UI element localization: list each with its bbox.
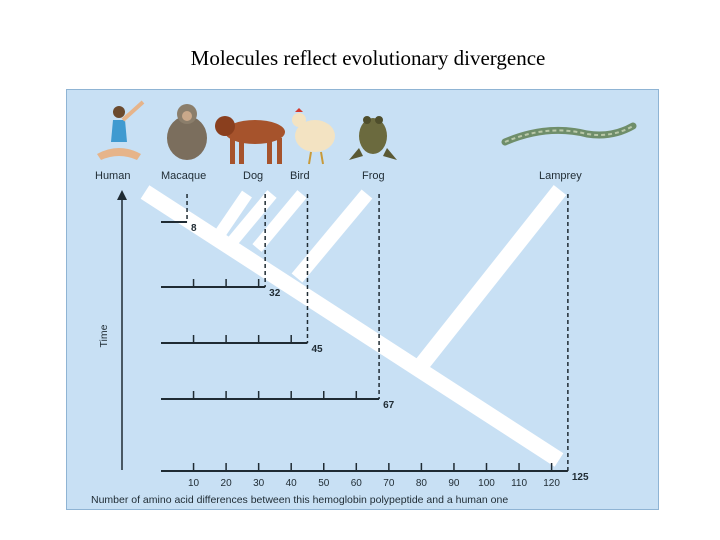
tree-trunk <box>140 185 564 467</box>
macaque-icon <box>167 104 207 160</box>
x-tick-label: 120 <box>543 478 560 489</box>
branch-lamprey <box>412 185 567 373</box>
x-tick-label: 90 <box>448 478 460 489</box>
x-tick-label: 40 <box>286 478 298 489</box>
x-tick-label: 110 <box>511 478 527 489</box>
slide-title: Molecules reflect evolutionary divergenc… <box>190 46 546 70</box>
x-tick-label: 80 <box>416 478 428 489</box>
phylogeny-figure: Time 8 32 45 67 125 10 20 30 40 50 60 70 80 90 100 110 1… <box>66 89 659 510</box>
species-label-macaque: Macaque <box>161 170 206 182</box>
x-tick-label: 20 <box>221 478 233 489</box>
branch-macaque <box>212 190 252 242</box>
x-tick-label: 100 <box>478 478 495 489</box>
difference-scales: 8 32 45 67 125 10 20 30 40 50 60 70 80 90 100 110 120 <box>161 194 589 489</box>
difference-label-macaque: 8 <box>191 223 197 234</box>
species-label-dog: Dog <box>243 170 263 182</box>
lamprey-icon <box>501 122 637 146</box>
difference-label-lamprey: 125 <box>572 472 589 483</box>
time-axis: Time <box>98 190 127 470</box>
frog-icon <box>349 116 397 160</box>
x-tick-label: 30 <box>253 478 265 489</box>
species-label-bird: Bird <box>290 170 310 182</box>
difference-label-frog: 67 <box>383 400 395 411</box>
difference-label-dog: 32 <box>269 288 281 299</box>
species-label-lamprey: Lamprey <box>539 170 582 182</box>
x-tick-label: 10 <box>188 478 200 489</box>
bird-icon <box>292 108 335 165</box>
difference-label-bird: 45 <box>311 344 323 355</box>
x-axis-caption: Number of amino acid differences between… <box>91 494 508 506</box>
branch-frog <box>291 189 373 283</box>
human-icon <box>97 100 145 160</box>
dog-icon <box>215 116 285 164</box>
x-tick-label: 60 <box>351 478 363 489</box>
x-tick-label: 70 <box>383 478 395 489</box>
time-label: Time <box>98 324 110 347</box>
phylogenetic-tree <box>140 185 567 467</box>
figure-canvas: Time 8 32 45 67 125 10 20 30 40 50 60 70 80 90 100 110 1… <box>91 100 637 506</box>
species-label-frog: Frog <box>362 170 385 182</box>
x-tick-label: 50 <box>318 478 330 489</box>
species-label-human: Human <box>95 170 130 182</box>
